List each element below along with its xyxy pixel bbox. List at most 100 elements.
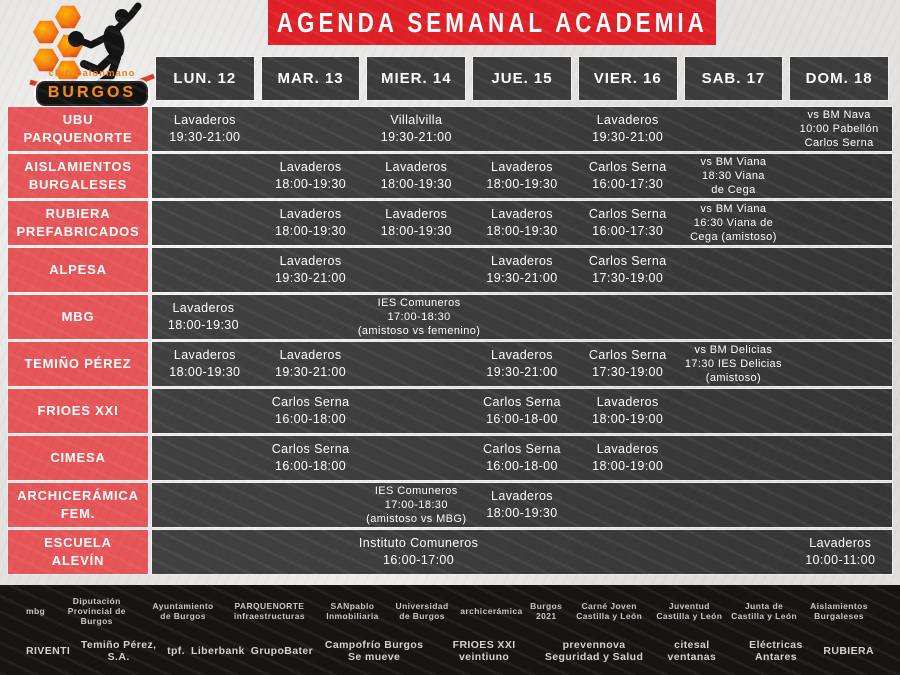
row-cells: Carlos Serna 16:00-18:00 Carlos Serna 16:… [152, 389, 892, 433]
schedule-cell: Lavaderos 18:00-19:30 [275, 159, 347, 192]
sponsor-logo: PARQUENORTE infraestructuras [233, 601, 305, 621]
schedule-cell: Carlos Serna 16:00-18:00 [271, 394, 350, 427]
day-header: MAR. 13 [261, 57, 360, 100]
sponsor-logo: Ayuntamiento de Burgos [152, 601, 214, 621]
schedule-cell [152, 436, 258, 480]
sponsor-logo: SANpablo Inmobiliaria [326, 601, 379, 621]
day-header: DOM. 18 [790, 57, 888, 100]
sponsor-logo: Liberbank [191, 644, 245, 657]
sponsor-logo: RIVENTI [26, 644, 71, 657]
sponsor-logo: Carné Joven Castilla y León [576, 601, 643, 621]
table-row: MBG Lavaderos 18:00-19:30 IES Comuneros 17… [8, 295, 892, 339]
table-row: CIMESA Carlos Serna 16:00-18:00 Carlos Ser… [8, 436, 892, 480]
club-logo: club balonmano BURGOS [18, 2, 168, 106]
sponsor-logo: Burgos 2021 [530, 601, 563, 621]
schedule-cell: Carlos Serna 16:00-18-00 [483, 441, 561, 474]
team-label: MBG [8, 295, 148, 339]
sponsor-logo: RUBIERA [823, 644, 874, 657]
day-header: MIER. 14 [367, 57, 466, 100]
schedule-cell: Lavaderos 18:00-19:30 [486, 159, 558, 192]
schedule-cell [786, 436, 892, 480]
row-cells: Lavaderos 18:00-19:30 IES Comuneros 17:00… [152, 295, 892, 339]
club-name-burgos: BURGOS [36, 81, 148, 106]
schedule-cell: vs BM Delicias 17:30 IES Delicias (amist… [684, 343, 782, 385]
schedule-cell: vs BM Viana 18:30 Viana de Cega [700, 155, 767, 197]
schedule-cell [681, 248, 787, 292]
schedule-cell [363, 436, 469, 480]
schedule-cell [786, 389, 892, 433]
schedule-cell: Lavaderos 18:00-19:30 [380, 206, 452, 239]
sponsor-logo: Junta de Castilla y León [731, 601, 798, 621]
schedule-cell [681, 483, 787, 527]
row-cells: Lavaderos 19:30-21:00 Villalvilla 19:30-2… [152, 107, 892, 151]
sponsor-logo: prevennova Seguridad y Salud [544, 638, 644, 663]
sponsor-logo: Temiño Pérez, S.A. [80, 638, 157, 663]
row-cells: Lavaderos 18:00-19:30 Lavaderos 18:00-19:… [152, 154, 892, 198]
schedule-cell [469, 107, 575, 151]
sponsor-logo: GrupoBater [250, 644, 314, 657]
sponsor-logo: tpf. [167, 644, 186, 657]
schedule-cell: Lavaderos 19:30-21:00 [486, 253, 558, 286]
sponsor-row1: mbg Diputación Provincial de Burgos Ayunta… [0, 596, 900, 626]
sponsor-logo: Diputación Provincial de Burgos [67, 596, 126, 626]
team-label: AISLAMIENTOS BURGALESES [8, 154, 148, 198]
team-label: TEMIÑO PÉREZ [8, 342, 148, 386]
row-cells: IES Comuneros 17:00-18:30 (amistoso vs M… [152, 483, 892, 527]
schedule-cell: Lavaderos 18:00-19:30 [486, 488, 558, 521]
schedule-cell [583, 295, 686, 339]
sponsor-logo: FRIOES XXI veintiuno [452, 638, 516, 663]
schedule-cell: Lavaderos 18:00-19:00 [592, 441, 664, 474]
schedule-cell [152, 483, 258, 527]
schedule-cell: IES Comuneros 17:00-18:30 (amistoso vs f… [357, 296, 481, 338]
schedule-cell: Lavaderos 18:00-19:30 [167, 300, 240, 333]
sponsor-logo: Aislamientos Burgaleses [810, 601, 868, 621]
table-row: ALPESA Lavaderos 19:30-21:00 Lavaderos 19:… [8, 248, 892, 292]
row-cells: Carlos Serna 16:00-18:00 Carlos Serna 16:… [152, 436, 892, 480]
row-cells: Instituto Comuneros 16:00-17:00 Lavaderos… [152, 530, 892, 574]
schedule-cell: Lavaderos 18:00-19:30 [169, 347, 241, 380]
title-banner: AGENDA SEMANAL ACADEMIA [268, 0, 716, 45]
schedule-cell: IES Comuneros 17:00-18:30 (amistoso vs M… [366, 484, 467, 526]
schedule-cell: Carlos Serna 17:30-19:00 [588, 253, 667, 286]
sponsor-logo: Campofrío Burgos Se mueve [324, 638, 424, 663]
sponsor-band: mbg Diputación Provincial de Burgos Ayunta… [0, 585, 900, 675]
team-label: ALPESA [8, 248, 148, 292]
team-label: CIMESA [8, 436, 148, 480]
schedule-cell: Lavaderos 18:00-19:30 [380, 159, 452, 192]
schedule-cell: Instituto Comuneros 16:00-17:00 [358, 535, 479, 568]
table-row: ARCHICERÁMICA FEM. IES Comuneros 17:00-18… [8, 483, 892, 527]
schedule-cell: Lavaderos 19:30-21:00 [592, 112, 664, 145]
schedule-cell [681, 389, 787, 433]
schedule-cell [152, 530, 255, 574]
schedule-grid: UBU PARQUENORTE Lavaderos 19:30-21:00 Vill… [8, 107, 892, 577]
schedule-cell: Lavaderos 18:00-19:30 [486, 206, 558, 239]
schedule-cell: vs BM Nava 10:00 Pabellón Carlos Serna [799, 108, 879, 150]
schedule-cell [786, 342, 892, 386]
schedule-cell [480, 295, 583, 339]
schedule-cell [582, 530, 685, 574]
days-header: LUN. 12 MAR. 13 MIER. 14 JUE. 15 VIER. 16 SAB… [152, 57, 892, 100]
schedule-cell: Lavaderos 19:30-21:00 [169, 112, 241, 145]
sponsor-logo: citesal ventanas [667, 638, 717, 663]
schedule-cell [363, 342, 469, 386]
club-name-small: club balonmano [48, 68, 136, 79]
schedule-cell [685, 530, 788, 574]
row-cells: Lavaderos 18:00-19:30 Lavaderos 18:00-19:… [152, 201, 892, 245]
table-row: FRIOES XXI Carlos Serna 16:00-18:00 Carlos… [8, 389, 892, 433]
sponsor-logo: archicerámica [460, 605, 523, 616]
schedule-cell: Carlos Serna 16:00-18:00 [271, 441, 350, 474]
schedule-cell [789, 295, 892, 339]
schedule-cell [152, 389, 258, 433]
schedule-cell [152, 248, 258, 292]
sponsor-logo: Juventud Castilla y León [656, 601, 723, 621]
schedule-cell [363, 248, 469, 292]
schedule-cell: Carlos Serna 16:00-17:30 [588, 206, 667, 239]
table-row: UBU PARQUENORTE Lavaderos 19:30-21:00 Vill… [8, 107, 892, 151]
team-label: RUBIERA PREFABRICADOS [8, 201, 148, 245]
table-row: RUBIERA PREFABRICADOS Lavaderos 18:00-19:… [8, 201, 892, 245]
day-header: LUN. 12 [156, 57, 254, 100]
schedule-cell [681, 436, 787, 480]
team-label: FRIOES XXI [8, 389, 148, 433]
team-label: ESCUELA ALEVÍN [8, 530, 148, 574]
schedule-cell [786, 154, 892, 198]
